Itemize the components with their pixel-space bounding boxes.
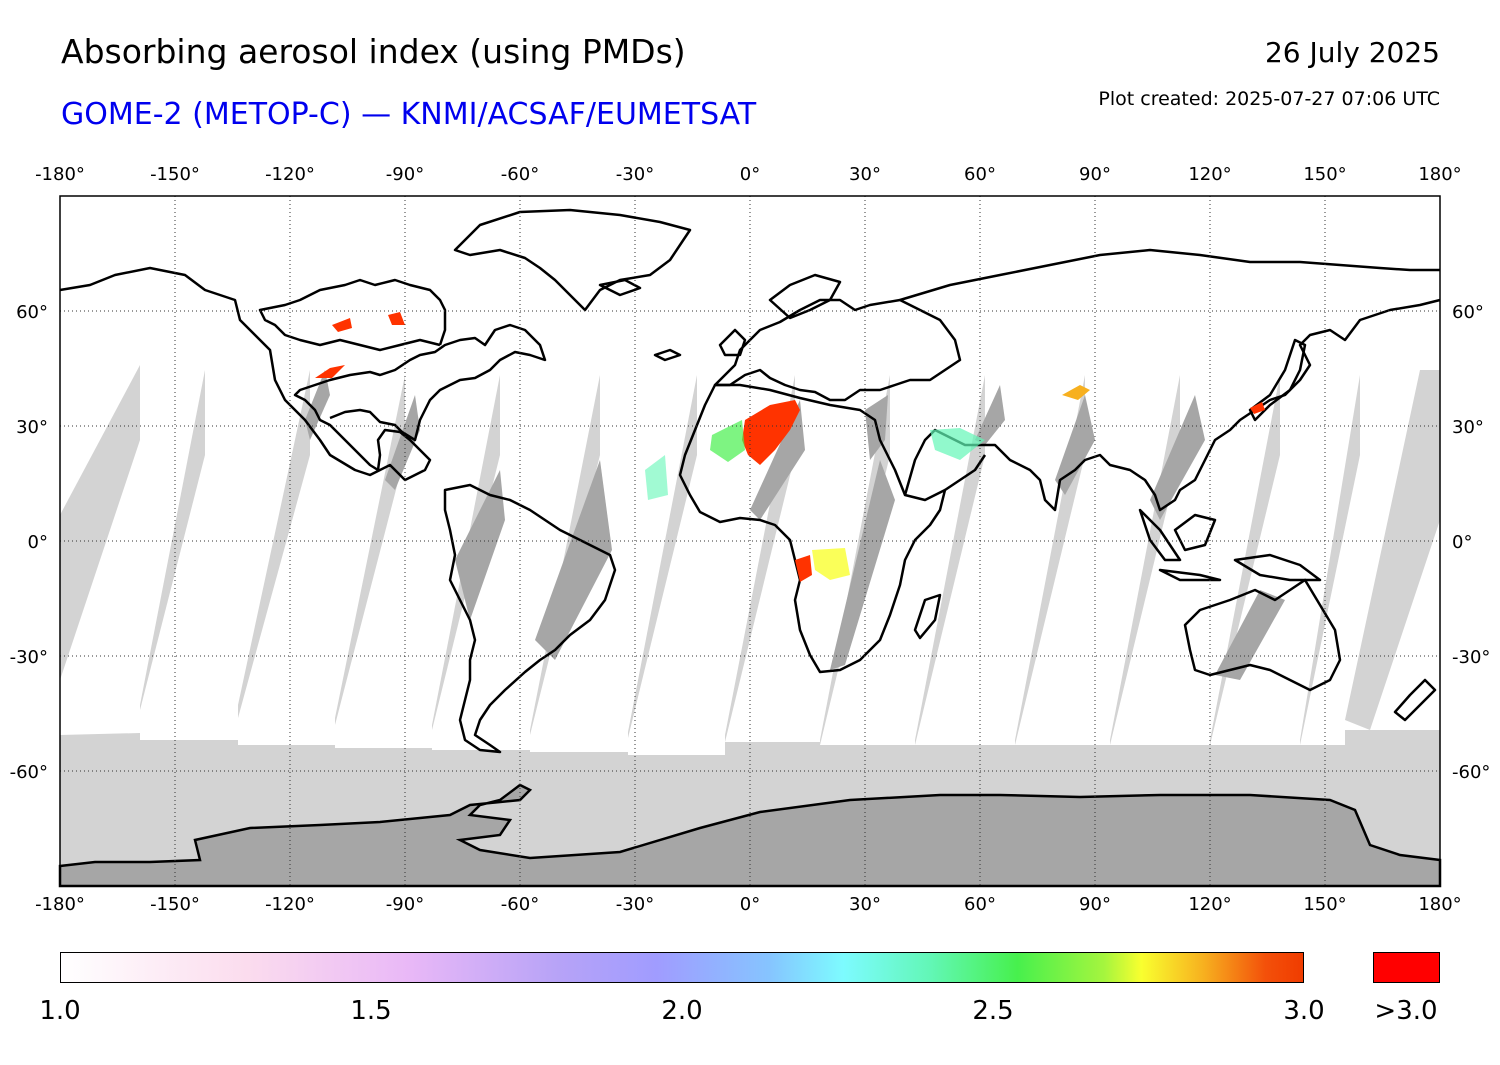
lon-label-bottom: 180° (1418, 894, 1461, 915)
canada-fire-plume-2 (388, 312, 405, 325)
canada-fire-plume-1 (332, 318, 352, 332)
arabia-aerosol-plume (930, 428, 985, 460)
lon-label-top: 60° (964, 164, 996, 185)
lat-label-left: 60° (16, 302, 48, 323)
sahara-dust-edge (710, 420, 745, 462)
map-frame (59, 195, 1441, 887)
colorbar-overflow-label: >3.0 (1374, 996, 1438, 1026)
colorbar-tick-label: 1.5 (350, 996, 392, 1026)
lon-label-top: -120° (265, 164, 315, 185)
australia-coast (1183, 578, 1342, 692)
aerosol-plumes (315, 312, 1265, 582)
lon-label-top: -150° (150, 164, 200, 185)
lat-label-right: 30° (1452, 417, 1484, 438)
lat-label-left: -30° (10, 647, 48, 668)
new-zealand-coast (1393, 678, 1437, 722)
lat-label-left: 30° (16, 417, 48, 438)
lon-label-bottom: -30° (616, 894, 654, 915)
lon-label-bottom: 60° (964, 894, 996, 915)
sahara-dust-plume (742, 400, 800, 465)
lon-label-top: 120° (1188, 164, 1231, 185)
colorbar-tick-label: 3.0 (1283, 996, 1325, 1026)
europe-coast (713, 273, 962, 402)
south-america-coast (443, 483, 617, 754)
lat-label-right: 60° (1452, 302, 1484, 323)
uk-iceland-coast (598, 278, 682, 362)
lon-label-top: -60° (501, 164, 539, 185)
orbit-gaps-land (305, 370, 1285, 680)
coastlines (59, 208, 1441, 754)
lon-label-bottom: -60° (501, 894, 539, 915)
map-title: Absorbing aerosol index (using PMDs) (61, 32, 686, 71)
japan-coast (1248, 338, 1307, 422)
lon-label-top: 90° (1079, 164, 1111, 185)
lon-label-top: 180° (1418, 164, 1461, 185)
lat-label-right: -60° (1452, 762, 1490, 783)
lat-label-right: 0° (1452, 532, 1472, 553)
plot-created-timestamp: Plot created: 2025-07-27 07:06 UTC (1098, 88, 1440, 110)
china-aerosol-plume (1062, 385, 1090, 400)
aerosol-index-map: -180° -180° -150° -150° -120° -120° -90° -90° -6… (10, 164, 1491, 915)
lon-label-bottom: 30° (849, 894, 881, 915)
colorbar-tick-label: 2.0 (661, 996, 703, 1026)
lon-label-bottom: 150° (1303, 894, 1346, 915)
lon-label-bottom: 90° (1079, 894, 1111, 915)
lat-label-left: 0° (28, 532, 48, 553)
lon-label-top: -90° (386, 164, 424, 185)
colorbar-tick-label: 1.0 (39, 996, 81, 1026)
map-subtitle: GOME-2 (METOP-C) — KNMI/ACSAF/EUMETSAT (61, 97, 757, 132)
plot-area (58, 195, 1442, 888)
west-atlantic-plume (645, 455, 668, 500)
lon-label-bottom: -90° (386, 894, 424, 915)
observation-date: 26 July 2025 (1264, 36, 1440, 69)
lon-label-top: 0° (740, 164, 760, 185)
africa-coast (678, 383, 947, 674)
lon-label-bottom: 0° (740, 894, 760, 915)
lon-label-top: 30° (849, 164, 881, 185)
lon-label-bottom: -180° (35, 894, 85, 915)
graticule (60, 196, 1440, 886)
lon-label-bottom: 120° (1188, 894, 1231, 915)
lon-label-top: 150° (1303, 164, 1346, 185)
lon-label-bottom: -150° (150, 894, 200, 915)
lon-label-top: -180° (35, 164, 85, 185)
lon-label-top: -30° (616, 164, 654, 185)
lat-label-left: -60° (10, 762, 48, 783)
us-fire-plume (315, 365, 345, 378)
africa-biomass-plume (795, 555, 812, 582)
africa-biomass-edge (812, 548, 850, 580)
colorbar-gradient (60, 952, 1304, 983)
japan-aerosol-plume (1250, 402, 1265, 414)
axis-labels: -180° -180° -150° -150° -120° -120° -90° -90° -6… (10, 164, 1491, 915)
colorbar-tick-label: 2.5 (972, 996, 1014, 1026)
colorbar-overflow-swatch (1373, 952, 1440, 983)
lat-label-right: -30° (1452, 647, 1490, 668)
north-america-coast (59, 266, 547, 482)
lon-label-bottom: -120° (265, 894, 315, 915)
